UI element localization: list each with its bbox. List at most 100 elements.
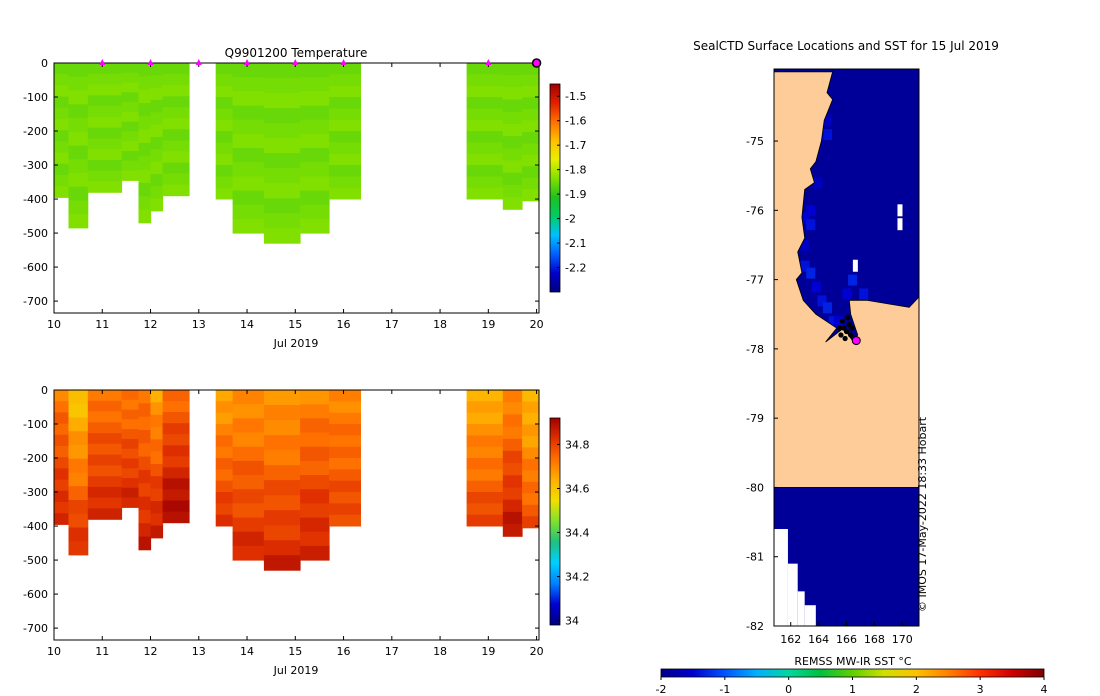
salinity-profile-cell: [300, 517, 330, 533]
salinity-profile-cell: [502, 511, 523, 525]
sst-gap: [852, 259, 858, 272]
y-tick-label: -500: [23, 554, 48, 567]
salinity-profile-cell: [522, 390, 540, 402]
temperature-profile-cell: [502, 148, 523, 161]
temperature-profile-cell: [138, 116, 152, 131]
salinity-profile-cell: [329, 446, 361, 459]
salinity-profile-cell: [263, 390, 301, 406]
temperature-profile-cell: [87, 127, 123, 139]
sst-cell: [859, 288, 869, 300]
salinity-profile-cell: [54, 390, 69, 402]
temperature-profile-cell: [232, 190, 265, 206]
y-tick-label: -200: [23, 452, 48, 465]
salinity-profile-cell: [54, 412, 69, 425]
y-tick-label: -400: [23, 520, 48, 533]
temperature-profile-cell: [232, 77, 265, 92]
temperature-profile-cell: [300, 218, 330, 234]
temperature-profile-cell: [522, 131, 540, 144]
temperature-profile-cell: [300, 190, 330, 206]
sst-cell: [842, 288, 852, 300]
salinity-profile-cell: [300, 418, 330, 433]
temperature-profile-cell: [232, 119, 265, 135]
sst-gap: [797, 591, 805, 626]
salinity-profile-cell: [522, 481, 540, 494]
temperature-profile-cell: [87, 73, 123, 86]
temperature-profile-cell: [54, 130, 69, 142]
salinity-profile-cell: [138, 483, 152, 498]
salinity-profile-cell: [466, 424, 504, 436]
temperature-profile-cell: [54, 186, 69, 198]
colorbar-tick-label: -1.8: [565, 164, 586, 177]
salinity-profile-cell: [68, 403, 89, 418]
salinity-profile-cell: [87, 411, 123, 423]
sst-gap: [774, 529, 788, 626]
temperature-profile-cell: [232, 148, 265, 163]
salinity-profile-cell: [138, 469, 152, 484]
y-tick-label: -500: [23, 227, 48, 240]
temperature-profile-cell: [300, 119, 330, 135]
salinity-profile-cell: [263, 420, 301, 436]
temperature-profile-cell: [522, 177, 540, 190]
temperature-profile-cell: [215, 176, 234, 189]
salinity-profile-cell: [68, 527, 89, 542]
salinity-profile-cell: [162, 401, 190, 413]
salinity-profile-cell: [522, 413, 540, 425]
temperature-profile-cell: [54, 141, 69, 154]
temperature-profile-cell: [466, 97, 504, 109]
salinity-profile-cell: [87, 497, 123, 509]
salinity-profile-cell: [502, 426, 523, 440]
sst-gap: [897, 204, 903, 217]
seal-surface-location: [845, 315, 851, 321]
salinity-profile-cell: [329, 492, 361, 504]
sst-colorbar: [660, 668, 1045, 678]
temperature-profile-cell: [121, 160, 139, 172]
salinity-profile-cell: [162, 445, 190, 457]
temperature-profile-cell: [121, 63, 139, 74]
temperature-profile-cell: [121, 141, 139, 152]
salinity-panel: 10 11 12 13 14 15 16 17 18 19 20 0 -100 -200 -300 -400 -…: [23, 384, 589, 677]
temperature-profile-cell: [522, 189, 540, 202]
salinity-profile-cell: [502, 402, 523, 415]
salinity-profile-cell: [232, 475, 265, 490]
salinity-profile-cell: [150, 464, 164, 477]
temperature-profile-cell: [215, 131, 234, 143]
temperature-profile-cell: [329, 153, 361, 166]
sst-cell: [813, 177, 823, 189]
temperature-profile-cell: [68, 131, 89, 146]
temperature-profile-cell: [121, 111, 139, 123]
salinity-profile-cell: [263, 525, 301, 541]
salinity-profile-cell: [54, 513, 69, 525]
salinity-profile-cell: [466, 469, 504, 482]
salinity-profile-cell: [502, 463, 523, 476]
temperature-profile-cell: [522, 74, 540, 87]
salinity-profile-cell: [87, 422, 123, 434]
salinity-profile-cell: [215, 435, 234, 448]
y-tick-label: -80: [746, 481, 764, 494]
temperature-profile-cell: [263, 183, 301, 199]
temperature-profile-cell: [215, 85, 234, 98]
y-tick-label: -600: [23, 261, 48, 274]
temperature-profile-cell: [68, 173, 89, 188]
salinity-profile-cell: [138, 523, 152, 537]
temperature-profile-cell: [162, 96, 190, 108]
salinity-profile-cell: [300, 489, 330, 504]
temperature-profile-cell: [87, 106, 123, 118]
temperature-profile-cell: [263, 153, 301, 169]
salinity-profile-cell: [300, 460, 330, 476]
salinity-profile-cell: [215, 469, 234, 482]
x-tick-label: 12: [144, 318, 158, 331]
salinity-profile-cell: [522, 447, 540, 460]
salinity-profile-cell: [54, 479, 69, 492]
salinity-profile-cell: [502, 487, 523, 501]
salinity-profile-cell: [522, 435, 540, 448]
salinity-profile-cell: [121, 487, 139, 499]
temperature-profile-cell: [466, 176, 504, 189]
salinity-profile-cell: [502, 414, 523, 428]
temperature-profile-cell: [215, 119, 234, 132]
salinity-profile-cell: [121, 429, 139, 440]
temperature-profile-cell: [466, 165, 504, 177]
salinity-profile-cell: [162, 423, 190, 435]
temperature-profile-cell: [138, 103, 152, 117]
salinity-profile-cell: [263, 450, 301, 466]
